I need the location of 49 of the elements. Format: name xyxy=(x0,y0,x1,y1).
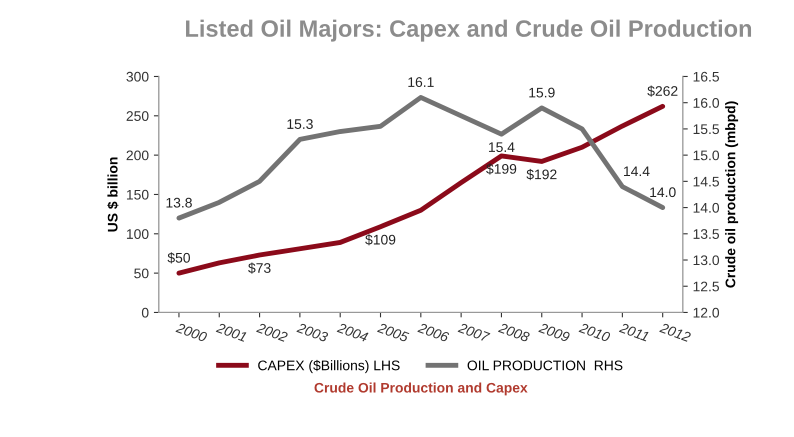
data-label: 15.9 xyxy=(529,88,555,98)
x-tick-label: 2007 xyxy=(458,322,490,342)
data-label: 14.4 xyxy=(624,166,650,176)
data-label: $262 xyxy=(647,86,678,97)
y2-tick-label: 13.5 xyxy=(694,229,720,239)
y-tick-label: 150 xyxy=(126,190,149,200)
x-tick-label: 2002 xyxy=(256,322,288,342)
data-label: 13.8 xyxy=(166,198,192,208)
y-tick-label: 300 xyxy=(126,72,149,82)
data-label: 14.0 xyxy=(650,187,676,198)
x-tick-label: 2004 xyxy=(336,322,369,342)
y2-tick-label: 16.0 xyxy=(694,98,720,108)
y2-tick-label: 15.5 xyxy=(694,124,720,134)
x-tick-label: 2001 xyxy=(216,322,248,342)
x-tick-label: 2010 xyxy=(578,322,611,342)
y-tick-label: 50 xyxy=(134,268,149,278)
x-tick-label: 2009 xyxy=(538,322,570,342)
chart-title: Listed Oil Majors: Capex and Crude Oil Production xyxy=(186,20,752,42)
y2-tick-label: 14.5 xyxy=(694,176,720,187)
y-tick-label: 200 xyxy=(126,150,149,160)
y-tick-label: 250 xyxy=(126,111,149,121)
data-label: $199 xyxy=(486,163,516,175)
y2-tick-label: 13.0 xyxy=(694,255,720,266)
y2-tick-label: 12.0 xyxy=(694,308,720,318)
x-tick-label: 2012 xyxy=(659,322,692,342)
x-tick-label: 2008 xyxy=(498,322,530,342)
text: Crude Oil Production and Capex xyxy=(314,382,528,396)
x-tick-label: 2006 xyxy=(417,322,450,342)
y2-tick-label: 16.5 xyxy=(694,72,720,82)
data-label: $73 xyxy=(248,262,271,274)
data-label: 16.1 xyxy=(408,77,434,88)
y-tick-label: 0 xyxy=(142,308,149,318)
x-tick-label: 2005 xyxy=(376,322,410,342)
y-tick-label: 100 xyxy=(126,229,149,239)
y2-tick-label: 14.0 xyxy=(694,202,720,213)
x-tick-label: 2003 xyxy=(296,322,329,342)
y2-axis-title: Crude oil production (mbpd) xyxy=(725,101,738,288)
x-tick-label: 2011 xyxy=(618,322,650,342)
data-label: 15.4 xyxy=(488,142,515,152)
legend-label: CAPEX ($Billions) LHS xyxy=(258,360,400,374)
y-axis-title: US $ billion xyxy=(107,158,118,232)
data-label: $192 xyxy=(526,168,557,180)
data-label: $50 xyxy=(168,252,190,264)
x-tick-label: 2000 xyxy=(175,322,208,342)
data-label: $109 xyxy=(365,234,396,246)
y2-tick-label: 12.5 xyxy=(694,282,720,292)
y2-tick-label: 15.0 xyxy=(694,150,720,160)
data-label: 15.3 xyxy=(287,119,313,129)
legend-label: OIL PRODUCTION RHS xyxy=(468,360,622,370)
